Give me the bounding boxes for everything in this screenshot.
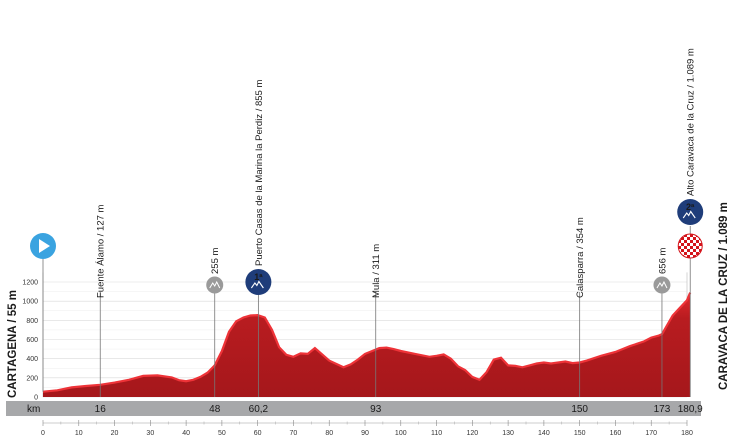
x-tick-label: 170: [645, 430, 657, 437]
x-tick-label: 80: [325, 430, 333, 437]
x-tick-label: 20: [111, 430, 119, 437]
x-axis-ticks: 0 10 20 30 40 50 60 70 80 90 100 110 120 130 140 150 160…: [41, 420, 693, 437]
waypoint-label: Alto Caravaca de la Cruz / 1.089 m: [686, 48, 697, 196]
finish-label: CARAVACA DE LA CRUZ / 1.089 m: [718, 202, 730, 390]
elevation-profile-area: [43, 292, 691, 397]
waypoint-label: 255 m: [210, 248, 221, 274]
x-tick-label: 60: [254, 430, 262, 437]
kom-badge-icon: 1ª: [245, 269, 272, 295]
sprint-badge-icon: [653, 276, 671, 294]
kom-badge-category: 1ª: [254, 272, 263, 282]
sprint-badge-glyph: [209, 280, 221, 289]
km-marker-label: 93: [370, 404, 382, 415]
y-tick-label: 200: [26, 375, 38, 382]
x-tick-label: 160: [610, 430, 622, 437]
x-tick-label: 0: [41, 430, 45, 437]
km-marker-label: 180,9: [678, 404, 703, 415]
profile-area-layer: [42, 292, 692, 397]
x-tick-label: 150: [574, 430, 586, 437]
x-tick-label: 110: [431, 430, 442, 437]
x-tick-label: 30: [146, 430, 154, 437]
x-tick-label: 10: [75, 430, 83, 437]
km-marker-label: 16: [95, 404, 107, 415]
finish-flag-icon: [677, 233, 703, 259]
x-tick-label: 120: [466, 430, 478, 437]
y-tick-label: 600: [26, 337, 38, 344]
y-tick-label: 1000: [22, 299, 38, 306]
km-unit-label: km: [27, 404, 40, 415]
waypoint-label: Mula / 311 m: [371, 244, 382, 298]
x-tick-label: 130: [502, 430, 514, 437]
x-tick-label: 100: [395, 430, 407, 437]
km-band: km 16 48 60,2 93 150 173 180,9: [6, 401, 703, 416]
x-tick-label: 50: [218, 430, 226, 437]
start-finish: CARTAGENA / 55 m CARAVACA DE LA CRUZ / 1…: [7, 202, 730, 398]
km-band-bar: [6, 401, 701, 416]
waypoint-label: Calasparra / 354 m: [575, 217, 586, 298]
waypoints: Fuente Álamo / 127 m 255 m 1ª Puerto Casas …: [96, 48, 704, 397]
kom-badge-mountain-glyph: [250, 280, 264, 289]
y-tick-label: 800: [26, 318, 38, 325]
x-tick-label: 90: [361, 430, 369, 437]
waypoint-label: 656 m: [657, 248, 668, 274]
waypoint-label: Fuente Álamo / 127 m: [96, 204, 107, 298]
km-marker-label: 48: [209, 404, 221, 415]
kom-badge-icon: 2ª: [677, 199, 704, 225]
y-tick-label: 0: [34, 395, 38, 402]
km-marker-label: 60,2: [249, 404, 269, 415]
y-tick-label: 1200: [22, 280, 38, 287]
y-tick-label: 400: [26, 356, 38, 363]
sprint-badge-glyph: [656, 280, 668, 289]
km-marker-label: 150: [571, 404, 588, 415]
kom-badge-mountain-glyph: [682, 210, 696, 219]
x-tick-label: 180: [681, 430, 693, 437]
sprint-badge-icon: [206, 276, 224, 294]
km-marker-label: 173: [654, 404, 671, 415]
x-tick-label: 140: [538, 430, 550, 437]
x-tick-label: 40: [182, 430, 190, 437]
y-axis-ticks: 0 200 400 600 800 1000 1200: [22, 280, 38, 402]
elevation-profile-edge: [42, 292, 692, 393]
kom-badge-category: 2ª: [686, 202, 695, 212]
start-label: CARTAGENA / 55 m: [7, 290, 19, 398]
start-play-icon: [39, 239, 50, 253]
waypoint-label: Puerto Casas de la Marina la Perdiz / 85…: [254, 80, 265, 266]
x-tick-label: 70: [290, 430, 298, 437]
